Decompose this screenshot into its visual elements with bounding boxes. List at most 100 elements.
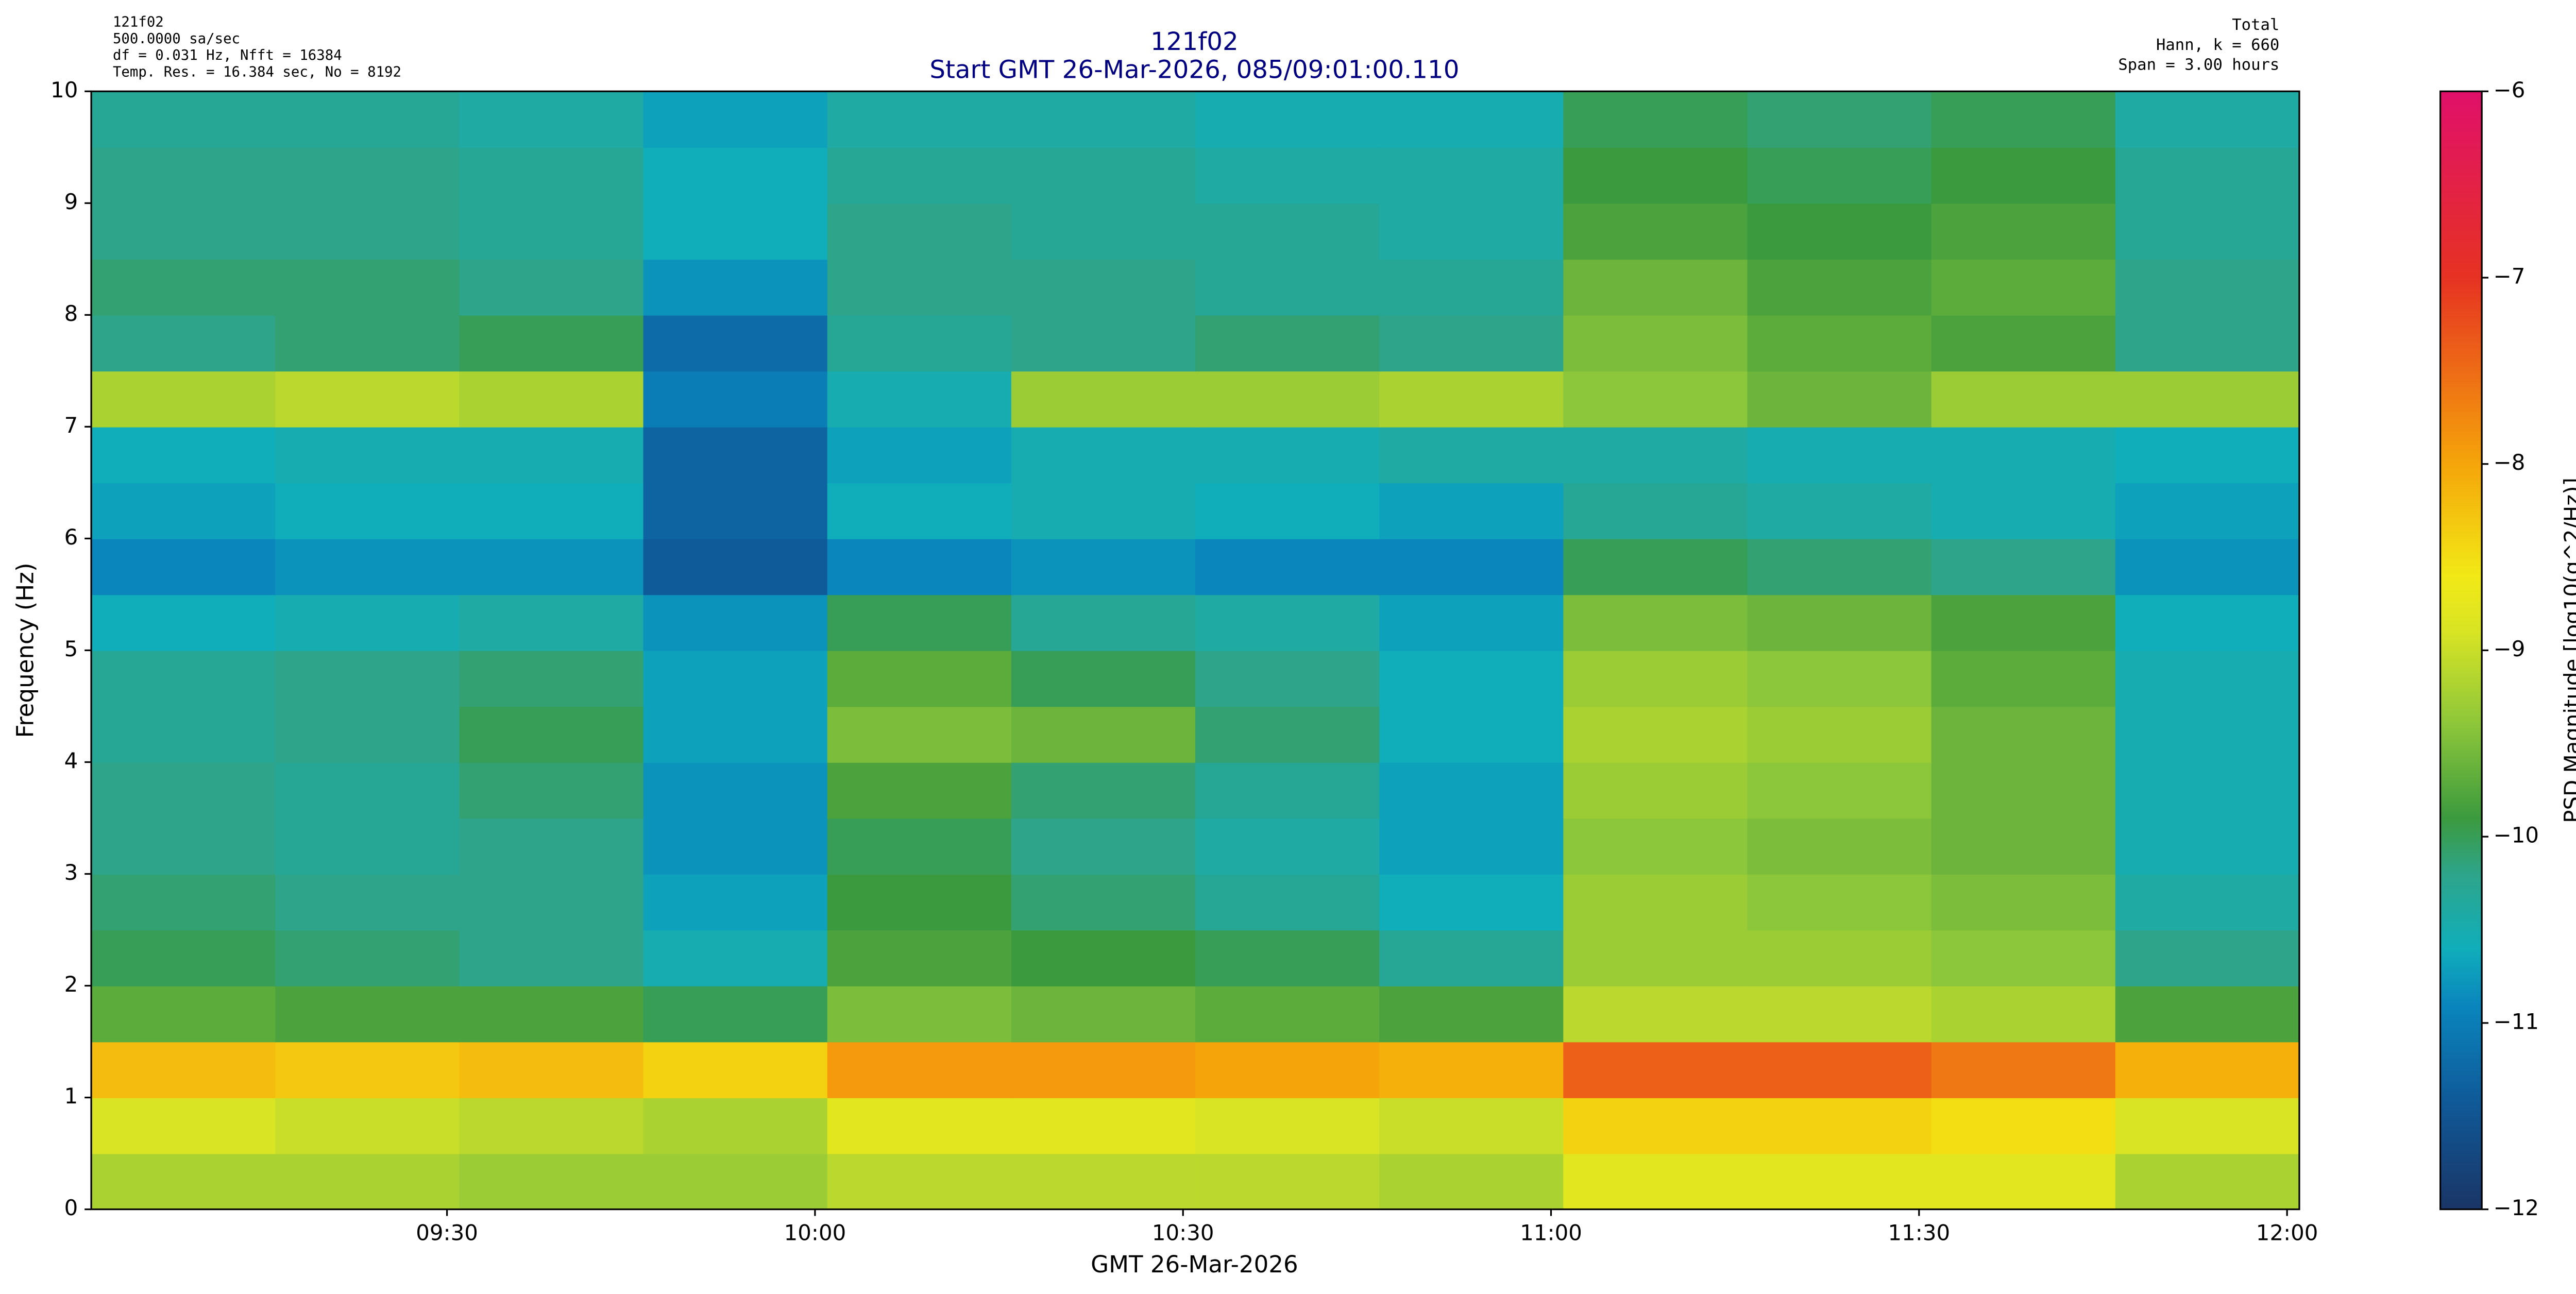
heatmap-cell <box>1747 91 1932 148</box>
heatmap-cell <box>827 930 1012 986</box>
y-tick-label: 7 <box>64 413 78 438</box>
heatmap-cell <box>1011 427 1196 484</box>
heatmap-cell <box>459 315 644 372</box>
y-tick-label: 5 <box>64 636 78 661</box>
heatmap-cell <box>91 1042 276 1098</box>
heatmap-cell <box>1195 1153 1380 1210</box>
heatmap-cell <box>275 482 460 539</box>
heatmap-cell <box>827 91 1012 148</box>
heatmap-cell <box>2115 91 2300 148</box>
heatmap-cell <box>1379 762 1564 819</box>
heatmap-cell <box>1931 315 2116 372</box>
y-axis-label: Frequency (Hz) <box>11 563 39 738</box>
heatmap-cell <box>1011 538 1196 595</box>
heatmap-cell <box>459 203 644 260</box>
heatmap-cell <box>1747 594 1932 651</box>
heatmap-cell <box>459 427 644 484</box>
heatmap-cell <box>643 594 828 651</box>
heatmap-cell <box>2115 1097 2300 1154</box>
heatmap-cell <box>643 203 828 260</box>
heatmap-cell <box>459 818 644 875</box>
heatmap-cell <box>275 259 460 316</box>
heatmap-cell <box>2115 985 2300 1043</box>
heatmap-cell <box>275 91 460 148</box>
heatmap-cell <box>1931 650 2116 707</box>
heatmap-cell <box>643 482 828 539</box>
heatmap-cell <box>643 147 828 204</box>
heatmap-cell <box>1011 1097 1196 1154</box>
y-tick-label: 3 <box>64 860 78 885</box>
heatmap-cell <box>459 91 644 148</box>
heatmap-cell <box>1011 91 1196 148</box>
info-text: Span = 3.00 hours <box>2118 56 2279 74</box>
heatmap-cell <box>2115 147 2300 204</box>
x-tick-label: 10:00 <box>784 1220 846 1245</box>
heatmap-cell <box>827 1153 1012 1210</box>
x-axis-label: GMT 26-Mar-2026 <box>1091 1251 1298 1278</box>
heatmap-cell <box>1195 762 1380 819</box>
heatmap-cell <box>827 818 1012 875</box>
heatmap-cell <box>1195 706 1380 763</box>
heatmap-cell <box>1563 818 1748 875</box>
heatmap-cell <box>827 482 1012 539</box>
heatmap-cell <box>2115 762 2300 819</box>
heatmap-cell <box>1379 370 1564 428</box>
heatmap-cell <box>91 930 276 986</box>
heatmap-cell <box>1195 650 1380 707</box>
heatmap-cell <box>1195 147 1380 204</box>
heatmap-cell <box>1931 930 2116 986</box>
heatmap-cell <box>1379 594 1564 651</box>
heatmap-cell <box>1379 818 1564 875</box>
heatmap-cell <box>1563 91 1748 148</box>
heatmap-cell <box>91 91 276 148</box>
heatmap-cell <box>827 203 1012 260</box>
heatmap-cell <box>1195 930 1380 986</box>
heatmap-cell <box>1931 427 2116 484</box>
y-tick-label: 4 <box>64 748 78 773</box>
heatmap-cell <box>1931 985 2116 1043</box>
y-tick-label: 6 <box>64 524 78 550</box>
heatmap-cell <box>1195 370 1380 428</box>
heatmap-cell <box>1747 985 1932 1043</box>
heatmap-cell <box>275 706 460 763</box>
heatmap-cell <box>643 930 828 986</box>
y-tick-label: 2 <box>64 972 78 997</box>
heatmap-cell <box>1011 650 1196 707</box>
colorbar-tick-label: −12 <box>2494 1195 2539 1220</box>
heatmap-cell <box>1195 1042 1380 1098</box>
heatmap-cell <box>643 650 828 707</box>
heatmap-cell <box>643 818 828 875</box>
heatmap-cell <box>1931 1097 2116 1154</box>
heatmap-cell <box>275 762 460 819</box>
colorbar-tick-label: −10 <box>2494 823 2539 848</box>
heatmap-cell <box>1931 762 2116 819</box>
heatmap-cell <box>1195 538 1380 595</box>
heatmap-cell <box>1011 315 1196 372</box>
heatmap-cell <box>1931 1042 2116 1098</box>
heatmap-cell <box>827 1042 1012 1098</box>
heatmap-cell <box>91 203 276 260</box>
heatmap-cell <box>1195 482 1380 539</box>
heatmap-cell <box>275 427 460 484</box>
heatmap-cell <box>2115 427 2300 484</box>
heatmap-cell <box>91 985 276 1043</box>
x-tick-label: 11:30 <box>1888 1220 1951 1245</box>
heatmap-cell <box>275 818 460 875</box>
heatmap-cell <box>643 762 828 819</box>
heatmap-cell <box>1747 203 1932 260</box>
heatmap-cell <box>1563 427 1748 484</box>
x-tick-label: 09:30 <box>416 1220 478 1245</box>
heatmap-cell <box>91 762 276 819</box>
colorbar-tick-label: −9 <box>2494 636 2526 661</box>
heatmap-cell <box>275 930 460 986</box>
heatmap-cell <box>643 538 828 595</box>
heatmap-cell <box>1195 985 1380 1043</box>
colorbar-label: PSD Magnitude [log10(g^2/Hz)] <box>2560 478 2576 823</box>
heatmap-cell <box>1379 930 1564 986</box>
heatmap-cell <box>1747 930 1932 986</box>
heatmap-cell <box>1563 930 1748 986</box>
heatmap-cell <box>827 762 1012 819</box>
heatmap-cell <box>2115 930 2300 986</box>
heatmap-cell <box>827 650 1012 707</box>
